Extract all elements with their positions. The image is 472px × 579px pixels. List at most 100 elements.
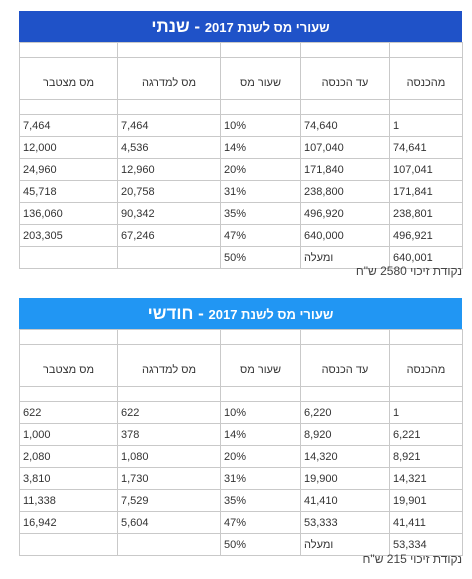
table-row: 1 6,220 10% 622 622 <box>19 401 463 424</box>
cell-from: 74,641 <box>389 136 463 159</box>
cell-from: 1 <box>389 401 463 424</box>
cell-to: 107,040 <box>300 136 390 159</box>
cell-to: 640,000 <box>300 224 390 247</box>
annual-title-period: שנתי <box>151 17 190 36</box>
annual-tax-table: מהכנסה עד הכנסה שעור מס מס למדרגה מס מצט… <box>19 42 463 269</box>
header-bracket-tax: מס למדרגה <box>117 344 221 387</box>
cell-from: 496,921 <box>389 224 463 247</box>
table-row: 171,841 238,800 31% 20,758 45,718 <box>19 180 463 203</box>
cell-bracket-tax: 67,246 <box>117 224 221 247</box>
cell-cumulative-tax: 11,338 <box>19 489 118 512</box>
cell-cumulative-tax: 622 <box>19 401 118 424</box>
cell-rate: 47% <box>220 511 301 534</box>
cell-to: 53,333 <box>300 511 390 534</box>
cell-bracket-tax: 5,604 <box>117 511 221 534</box>
monthly-title-period: חודשי <box>147 304 194 323</box>
cell-to: 171,840 <box>300 158 390 181</box>
cell-rate: 14% <box>220 423 301 446</box>
monthly-title-prefix: שעורי מס לשנת 2017 <box>208 307 334 322</box>
monthly-tax-table: מהכנסה עד הכנסה שעור מס מס למדרגה מס מצט… <box>19 329 463 556</box>
cell-bracket-tax: 12,960 <box>117 158 221 181</box>
cell-to: ומעלה <box>300 533 390 556</box>
cell-from: 6,221 <box>389 423 463 446</box>
annual-title-prefix: שעורי מס לשנת 2017 <box>204 20 330 35</box>
cell-from: 14,321 <box>389 467 463 490</box>
cell-from: 1 <box>389 114 463 137</box>
header-from-income: מהכנסה <box>389 57 463 100</box>
annual-title-bar: שעורי מס לשנת 2017 - שנתי <box>19 11 462 42</box>
cell-rate: 47% <box>220 224 301 247</box>
cell-bracket-tax: 90,342 <box>117 202 221 225</box>
cell-bracket-tax: 1,730 <box>117 467 221 490</box>
cell-to: 19,900 <box>300 467 390 490</box>
cell-bracket-tax <box>117 246 221 269</box>
table-row: 640,001 ומעלה 50% <box>19 246 463 269</box>
cell-cumulative-tax: 7,464 <box>19 114 118 137</box>
cell-from: 238,801 <box>389 202 463 225</box>
table-row: 19,901 41,410 35% 7,529 11,338 <box>19 489 463 512</box>
cell-cumulative-tax: 136,060 <box>19 202 118 225</box>
cell-to: 74,640 <box>300 114 390 137</box>
table-row: 6,221 8,920 14% 378 1,000 <box>19 423 463 446</box>
cell-to: 6,220 <box>300 401 390 424</box>
cell-cumulative-tax: 1,000 <box>19 423 118 446</box>
monthly-credit-note: נקודת זיכוי 215 ש"ח <box>362 552 462 566</box>
cell-to: ומעלה <box>300 246 390 269</box>
table-row: 14,321 19,900 31% 1,730 3,810 <box>19 467 463 490</box>
header-tax-rate: שעור מס <box>220 57 301 100</box>
header-bracket-tax: מס למדרגה <box>117 57 221 100</box>
cell-to: 8,920 <box>300 423 390 446</box>
monthly-header-row: מהכנסה עד הכנסה שעור מס מס למדרגה מס מצט… <box>19 344 463 387</box>
cell-rate: 35% <box>220 202 301 225</box>
cell-cumulative-tax: 3,810 <box>19 467 118 490</box>
table-row: 107,041 171,840 20% 12,960 24,960 <box>19 158 463 181</box>
cell-cumulative-tax: 45,718 <box>19 180 118 203</box>
cell-bracket-tax: 4,536 <box>117 136 221 159</box>
header-to-income: עד הכנסה <box>300 344 390 387</box>
table-row: 1 74,640 10% 7,464 7,464 <box>19 114 463 137</box>
cell-from: 53,334 <box>389 533 463 556</box>
header-cumulative-tax: מס מצטבר <box>19 57 118 100</box>
cell-bracket-tax: 7,464 <box>117 114 221 137</box>
cell-bracket-tax: 7,529 <box>117 489 221 512</box>
cell-rate: 10% <box>220 114 301 137</box>
table-row: 8,921 14,320 20% 1,080 2,080 <box>19 445 463 468</box>
cell-bracket-tax: 378 <box>117 423 221 446</box>
cell-to: 238,800 <box>300 180 390 203</box>
cell-to: 496,920 <box>300 202 390 225</box>
cell-cumulative-tax: 203,305 <box>19 224 118 247</box>
cell-cumulative-tax: 24,960 <box>19 158 118 181</box>
monthly-title-bar: שעורי מס לשנת 2017 - חודשי <box>19 298 462 329</box>
cell-cumulative-tax <box>19 533 118 556</box>
header-tax-rate: שעור מס <box>220 344 301 387</box>
cell-from: 41,411 <box>389 511 463 534</box>
annual-title-sep: - <box>189 17 205 36</box>
table-row: 238,801 496,920 35% 90,342 136,060 <box>19 202 463 225</box>
cell-from: 640,001 <box>389 246 463 269</box>
cell-from: 107,041 <box>389 158 463 181</box>
cell-bracket-tax: 622 <box>117 401 221 424</box>
header-cumulative-tax: מס מצטבר <box>19 344 118 387</box>
cell-rate: 20% <box>220 158 301 181</box>
monthly-tax-block: שעורי מס לשנת 2017 - חודשי מהכנסה עד הכנ… <box>19 298 463 556</box>
table-row: 41,411 53,333 47% 5,604 16,942 <box>19 511 463 534</box>
cell-from: 19,901 <box>389 489 463 512</box>
cell-rate: 50% <box>220 246 301 269</box>
table-spacer-row <box>19 386 463 402</box>
header-from-income: מהכנסה <box>389 344 463 387</box>
cell-cumulative-tax: 2,080 <box>19 445 118 468</box>
cell-from: 171,841 <box>389 180 463 203</box>
table-row: 53,334 ומעלה 50% <box>19 533 463 556</box>
cell-rate: 35% <box>220 489 301 512</box>
cell-rate: 10% <box>220 401 301 424</box>
annual-credit-note: נקודת זיכוי 2580 ש"ח <box>355 264 462 278</box>
table-spacer-row <box>19 99 463 115</box>
cell-bracket-tax: 1,080 <box>117 445 221 468</box>
cell-rate: 31% <box>220 180 301 203</box>
cell-to: 41,410 <box>300 489 390 512</box>
cell-bracket-tax: 20,758 <box>117 180 221 203</box>
cell-cumulative-tax <box>19 246 118 269</box>
cell-from: 8,921 <box>389 445 463 468</box>
cell-rate: 31% <box>220 467 301 490</box>
table-spacer-row <box>19 42 463 58</box>
